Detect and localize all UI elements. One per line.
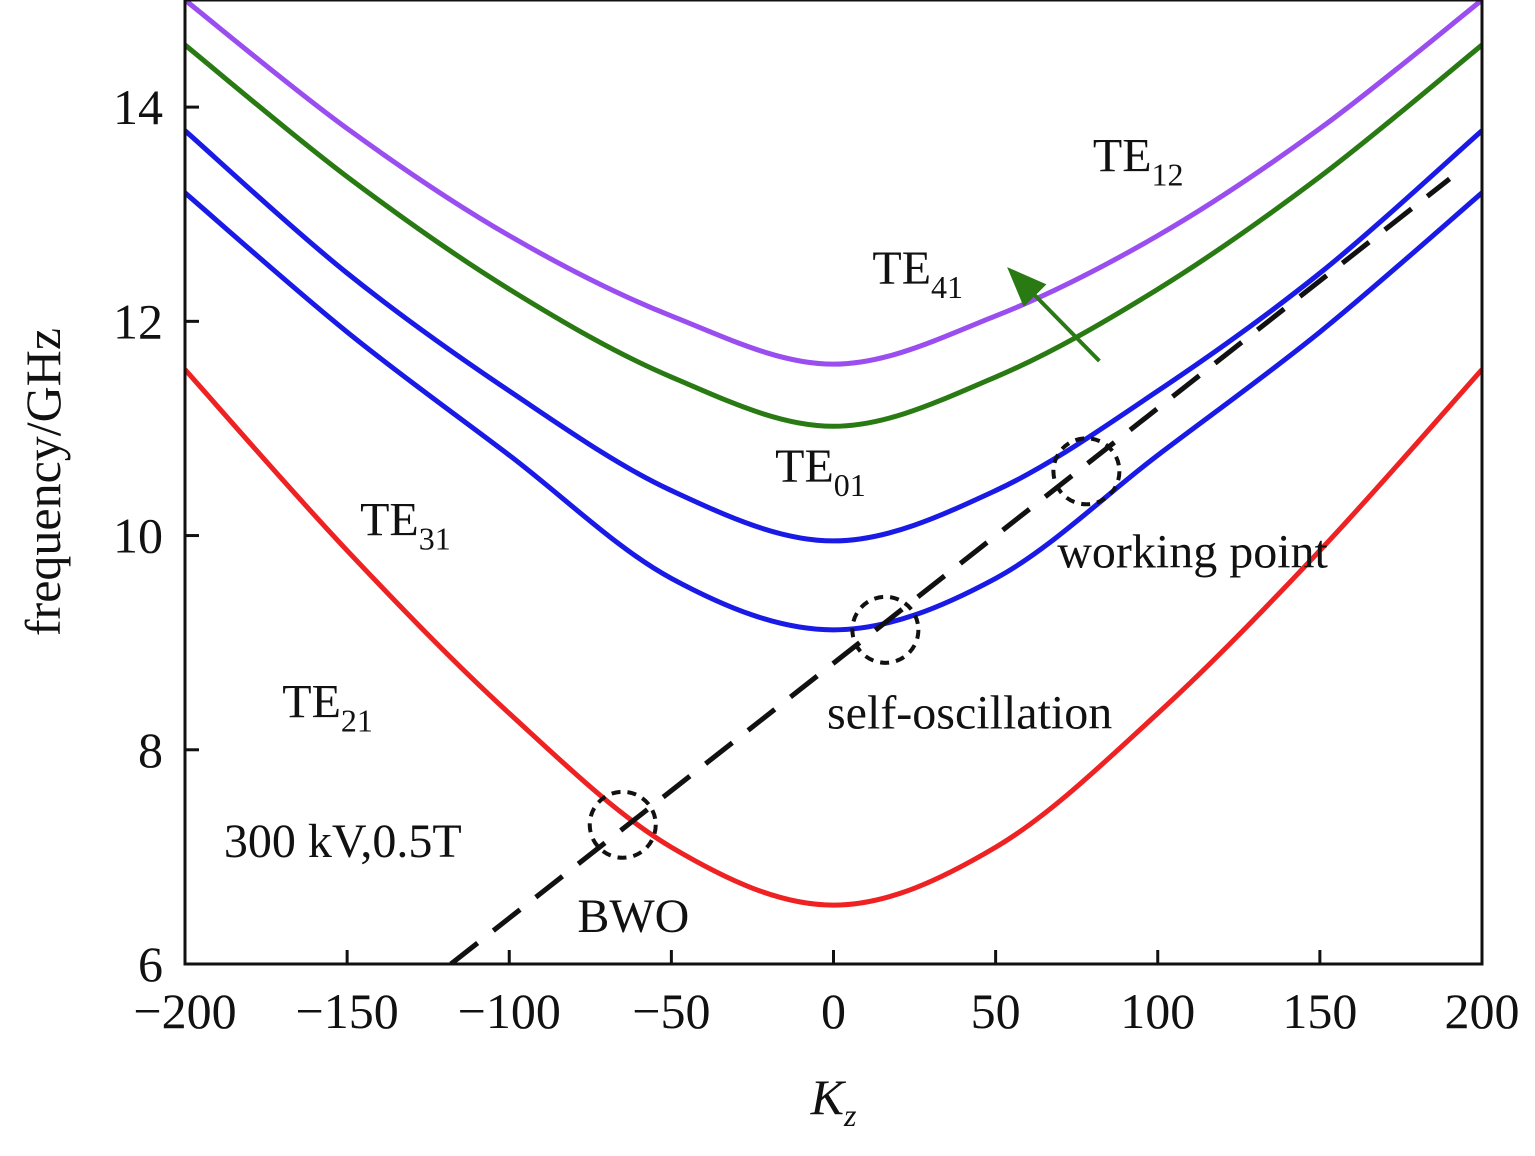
annotation-self-oscillation: self-oscillation (827, 686, 1112, 739)
curve-te01 (185, 128, 1482, 544)
curve-te31 (185, 190, 1482, 633)
marker-circles (587, 436, 1122, 860)
x-tick-label: −150 (296, 983, 399, 1039)
y-axis-ticks: 6 8 10 12 14 (113, 79, 199, 992)
mode-label-te31: TE31 (360, 494, 451, 557)
annotation-300-kv-0-5t: 300 kV,0.5T (224, 815, 462, 868)
x-axis-ticks: −200 −150 −100 −50 0 50 100 150 200 (133, 950, 1520, 1039)
x-tick-label: −200 (133, 983, 236, 1039)
x-tick-label: 150 (1282, 983, 1357, 1039)
x-tick-label: −100 (458, 983, 561, 1039)
x-tick-label: 0 (821, 983, 846, 1039)
annotation-bwo: BWO (577, 890, 689, 943)
x-axis-title: Kz (810, 1069, 857, 1133)
mode-label-te41: TE41 (872, 242, 963, 305)
marker-circle-1 (1051, 436, 1122, 507)
mode-label-te12: TE12 (1093, 129, 1184, 192)
mode-label-te01: TE01 (775, 440, 866, 503)
marker-circle-2 (850, 594, 921, 665)
mode-labels: TE12 TE41 TE01 TE31 TE21 (282, 129, 1183, 738)
x-tick-label: 200 (1445, 983, 1520, 1039)
x-tick-label: 50 (971, 983, 1021, 1039)
te41-pointer-group (1007, 267, 1101, 363)
annotations: working point self-oscillation 300 kV,0.5T… (224, 526, 1329, 943)
dispersion-curves (185, 0, 1482, 908)
curve-te41 (185, 43, 1482, 429)
mode-label-te21: TE21 (282, 676, 373, 739)
curve-te12 (185, 0, 1482, 367)
y-tick-label: 12 (113, 293, 163, 349)
x-tick-label: 100 (1120, 983, 1195, 1039)
marker-circle-3 (587, 789, 658, 860)
x-axis-title-sub: z (843, 1097, 857, 1133)
y-tick-label: 10 (113, 508, 163, 564)
x-axis-title-main: K (810, 1069, 847, 1125)
te41-pointer-arrow (1007, 267, 1101, 363)
annotation-working-point: working point (1057, 526, 1328, 579)
curve-te21 (185, 367, 1482, 908)
y-tick-label: 6 (138, 936, 163, 992)
y-tick-label: 8 (138, 722, 163, 778)
x-tick-label: −50 (632, 983, 710, 1039)
beam-line-group (449, 176, 1452, 964)
beam-line (449, 176, 1452, 964)
y-tick-label: 14 (113, 79, 163, 135)
y-axis-title: frequency/GHz (15, 328, 71, 636)
